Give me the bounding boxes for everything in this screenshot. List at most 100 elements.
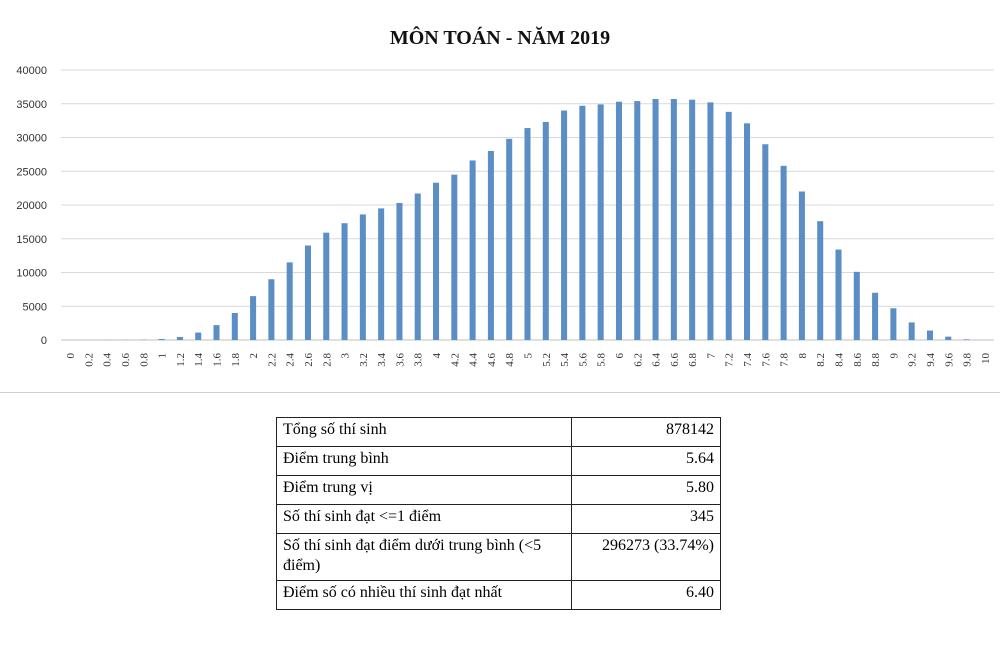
x-tick-label: 9.6 [943,353,955,367]
bar [378,208,385,340]
x-tick-label: 9.8 [962,353,974,367]
bar [707,102,714,341]
y-tick-label: 25000 [16,166,47,178]
x-tick-label: 3 [340,353,352,359]
bar-chart: MÔN TOÁN - NĂM 2019 0 5000 10000 15000 20000… [16,25,994,367]
x-tick-label: 7.4 [742,353,754,367]
table-row: Số thí sinh đạt điểm dưới trung bình (<5… [276,533,721,581]
x-tick-label: 0 [65,353,77,359]
bar [835,249,842,340]
stat-value: 5.80 [571,475,721,505]
stat-label: Điểm trung vị [276,475,572,505]
y-tick-label: 0 [41,335,47,347]
bar [433,182,440,340]
bar [963,339,970,340]
bar [176,336,183,340]
x-tick-label: 5.8 [596,353,608,367]
x-tick-label: 7.6 [760,353,772,367]
y-tick-label: 15000 [16,234,47,246]
stat-label: Điểm số có nhiều thí sinh đạt nhất [276,580,572,610]
bar [908,322,915,340]
y-tick-label: 30000 [16,133,47,145]
x-tick-label: 0.2 [83,353,95,367]
x-tick-label: 4.2 [449,353,461,367]
x-tick-label: 7.2 [724,353,736,367]
stat-value: 345 [571,504,721,534]
bar [872,292,879,340]
y-tick-label: 5000 [23,301,47,313]
stat-label: Số thí sinh đạt <=1 điểm [276,504,572,534]
stat-value: 878142 [571,417,721,447]
bar [304,245,311,340]
bar [451,174,458,340]
x-tick-label: 9 [888,353,900,359]
y-tick-label: 20000 [16,200,47,212]
x-tick-label: 8.6 [852,353,864,367]
x-tick-label: 10 [980,353,992,365]
x-tick-label: 7.8 [779,353,791,367]
y-axis-ticks: 0 5000 10000 15000 20000 25000 30000 35000 40000 [16,65,47,347]
stat-value: 5.64 [571,446,721,476]
bar [487,151,494,340]
bar [268,279,275,340]
table-row: Điểm số có nhiều thí sinh đạt nhất 6.40 [276,580,721,610]
x-tick-label: 2 [248,353,260,359]
bar [158,338,165,340]
x-tick-label: 0.8 [138,353,150,367]
x-tick-label: 6 [614,353,626,359]
bar [744,123,751,340]
x-tick-label: 1.4 [193,353,205,367]
bar [945,336,952,340]
x-tick-label: 3.2 [358,353,370,367]
x-tick-label: 9.4 [925,353,937,367]
bar [195,332,202,340]
y-tick-label: 40000 [16,65,47,77]
bar [213,325,220,340]
bar [414,193,421,340]
statistics-table: Tổng số thí sinh 878142 Điểm trung bình … [276,417,721,610]
bar [341,223,348,340]
chart-panel: MÔN TOÁN - NĂM 2019 0 5000 10000 15000 20000… [0,25,1000,393]
x-tick-label: 4.6 [486,353,498,367]
x-tick-label: 2.4 [285,353,297,367]
bar [652,99,659,341]
bar [231,313,238,340]
x-axis-ticks: 0 0.2 0.4 0.6 0.8 1 1.2 1.4 1.6 1.8 2 2.2 2.4 2.6 2.8 3… [65,353,992,367]
y-tick-label: 35000 [16,99,47,111]
bar [670,99,677,341]
x-tick-label: 8.8 [870,353,882,367]
bar [524,128,531,340]
x-tick-label: 7 [705,353,717,359]
x-tick-label: 4 [431,353,443,359]
bar [762,144,769,340]
bar [780,165,787,340]
x-tick-label: 1 [157,353,169,359]
bar [853,271,860,340]
bar [798,191,805,340]
bar [817,221,824,340]
bar [634,101,641,340]
bars [67,99,988,341]
x-tick-label: 3.4 [376,353,388,367]
x-tick-label: 5 [523,353,535,359]
x-tick-label: 6.4 [651,353,663,367]
bar [926,330,933,340]
x-tick-label: 4.4 [468,353,480,367]
bar [542,121,549,340]
bar [689,99,696,340]
bar [396,202,403,340]
x-tick-label: 2.2 [266,353,278,367]
x-tick-label: 2.6 [303,353,315,367]
x-tick-label: 5.2 [541,353,553,367]
x-tick-label: 3.6 [394,353,406,367]
x-tick-label: 5.4 [559,353,571,367]
table-row: Điểm trung bình 5.64 [276,446,721,476]
bar [469,160,476,340]
stat-label: Số thí sinh đạt điểm dưới trung bình (<5… [276,533,572,581]
x-tick-label: 0.4 [102,353,114,367]
x-tick-label: 1.8 [230,353,242,367]
bar [250,296,257,340]
bar [359,214,366,340]
y-tick-label: 10000 [16,268,47,280]
x-tick-label: 1.2 [175,353,187,367]
